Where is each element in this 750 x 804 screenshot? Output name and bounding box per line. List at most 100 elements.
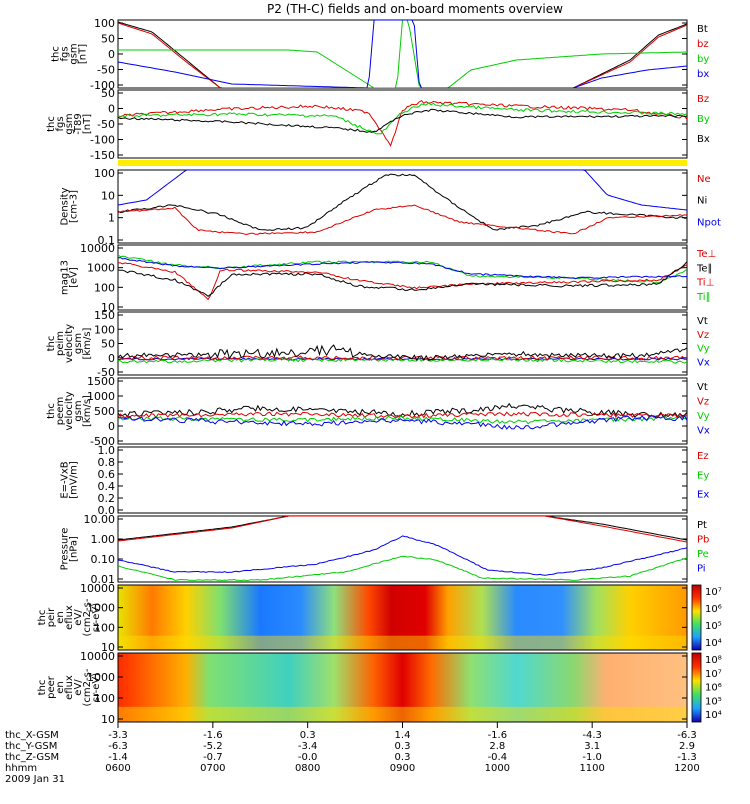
y-axis-label: fgs xyxy=(55,116,66,131)
series-line-by xyxy=(118,20,687,88)
series-line-By xyxy=(118,102,687,135)
time-tick-label: 0900 xyxy=(390,763,415,774)
y-tick-label: 50 xyxy=(101,87,115,100)
panel-frame xyxy=(117,446,688,514)
y-axis-label: gsm xyxy=(73,400,84,421)
ephemeris-value: 0.3 xyxy=(300,730,316,741)
y-tick-label: 1 xyxy=(108,212,115,225)
spectrogram-low-band xyxy=(118,635,687,650)
ephemeris-value: -0.7 xyxy=(203,752,223,763)
colorbar-tick-label: 10⁵ xyxy=(705,621,722,632)
time-tick-label: 0600 xyxy=(105,763,130,774)
colorbar-tick-label: 10⁷ xyxy=(705,587,722,598)
y-tick-label: 10 xyxy=(101,301,115,314)
legend-Bx: Bx xyxy=(697,134,710,145)
series-line-Ti⊥ xyxy=(118,262,687,301)
y-axis-label: peir xyxy=(46,607,57,627)
legend-Pb: Pb xyxy=(697,535,709,546)
y-tick-label: 100 xyxy=(94,281,115,294)
legend-Vx: Vx xyxy=(697,357,710,368)
panel-frame xyxy=(117,89,688,159)
legend-Vz: Vz xyxy=(697,397,709,408)
y-axis-label: en xyxy=(55,611,66,624)
y-axis-label: eflux xyxy=(64,605,75,630)
y-tick-label: 10000 xyxy=(80,582,115,595)
ephemeris-value: -1.4 xyxy=(108,752,128,763)
legend-bx: bx xyxy=(697,69,709,80)
series-line-Vx xyxy=(118,414,687,430)
colorbar-tick-label: 10⁴ xyxy=(705,638,722,649)
y-axis-label: [km/s] xyxy=(82,327,93,359)
legend-Te∥: Te∥ xyxy=(696,263,713,274)
y-tick-label: 0.01 xyxy=(91,573,116,586)
colorbar xyxy=(691,584,702,651)
series-line-Te∥ xyxy=(118,257,687,280)
legend-Ez: Ez xyxy=(697,451,709,462)
time-tick-label: 1100 xyxy=(579,763,604,774)
ephemeris-row-label: thc_Z-GSM xyxy=(5,752,59,763)
legend-Pe: Pe xyxy=(697,549,709,560)
series-line-Te⊥ xyxy=(118,254,687,284)
y-axis-label: thc xyxy=(46,116,57,132)
panel-8: 10.00 1.00 0.10 0.01 Pressure[nPa] Pt Pb Pe Pi xyxy=(60,513,710,586)
colorbar-tick-label: 10⁵ xyxy=(705,696,722,707)
legend-Pi: Pi xyxy=(697,564,706,575)
legend-Npot: Npot xyxy=(697,217,721,228)
series-line-bx xyxy=(118,20,687,88)
ephemeris-row-label: hhmm xyxy=(5,763,37,774)
y-tick-label: -50 xyxy=(97,64,115,77)
y-axis-label: [nT] xyxy=(78,44,89,64)
y-tick-label: 0.4 xyxy=(98,480,116,493)
series-line-Vt xyxy=(118,402,687,418)
spectrogram-image xyxy=(118,585,687,650)
y-tick-label: 100 xyxy=(94,167,115,180)
y-tick-label: 100 xyxy=(94,323,115,336)
y-tick-label: 0 xyxy=(108,352,115,365)
series-line-bz xyxy=(118,22,687,88)
panel-frame xyxy=(117,311,688,376)
series-line-Pt xyxy=(118,516,687,541)
panel-frame xyxy=(117,584,688,651)
series-line-Npot xyxy=(118,204,687,236)
y-axis-label: [eV] xyxy=(69,267,80,288)
y-tick-label: 500 xyxy=(94,405,115,418)
y-tick-label: -150 xyxy=(90,149,115,162)
y-tick-label: 50 xyxy=(101,33,115,46)
y-axis-label: (cm2-s- xyxy=(82,598,93,636)
legend-Ex: Ex xyxy=(697,490,709,501)
series-line-Vy xyxy=(118,355,687,361)
y-tick-label: 100 xyxy=(94,621,115,634)
y-tick-label: 0.1 xyxy=(98,234,116,247)
y-tick-label: 0.6 xyxy=(98,468,116,481)
legend-Vx: Vx xyxy=(697,426,710,437)
legend-Vt: Vt xyxy=(697,382,708,393)
y-tick-label: 1.0 xyxy=(98,444,116,457)
colorbar-tick-label: 10⁷ xyxy=(705,669,722,680)
legend-Ni: Ni xyxy=(697,196,707,207)
legend-Te⊥: Te⊥ xyxy=(696,249,716,260)
y-axis-label: gsm xyxy=(69,43,80,64)
y-tick-label: 150 xyxy=(94,309,115,322)
panel-traces xyxy=(118,99,687,147)
y-tick-label: 50 xyxy=(101,338,115,351)
legend-Ti⊥: Ti⊥ xyxy=(696,278,714,289)
y-tick-label: 10.00 xyxy=(84,513,116,526)
colorbar-tick-label: 10⁶ xyxy=(705,683,722,694)
y-tick-label: 0 xyxy=(108,103,115,116)
ephemeris-value: -1.6 xyxy=(488,730,508,741)
y-tick-label: 0 xyxy=(108,48,115,61)
legend-Vy: Vy xyxy=(697,411,710,422)
ephemeris-value: -1.0 xyxy=(582,752,602,763)
y-axis-label: sr-eV) xyxy=(91,603,102,632)
y-tick-label: 10000 xyxy=(80,650,115,663)
colorbar xyxy=(691,652,702,723)
ephemeris-value: 0.3 xyxy=(395,752,411,763)
y-axis-label: gsm xyxy=(73,333,84,354)
ephemeris-value: -3.3 xyxy=(108,730,128,741)
y-tick-label: 0 xyxy=(108,420,115,433)
y-axis-label: en xyxy=(55,681,66,694)
y-axis-label: Pressure xyxy=(60,528,71,571)
time-tick-label: 1000 xyxy=(485,763,510,774)
